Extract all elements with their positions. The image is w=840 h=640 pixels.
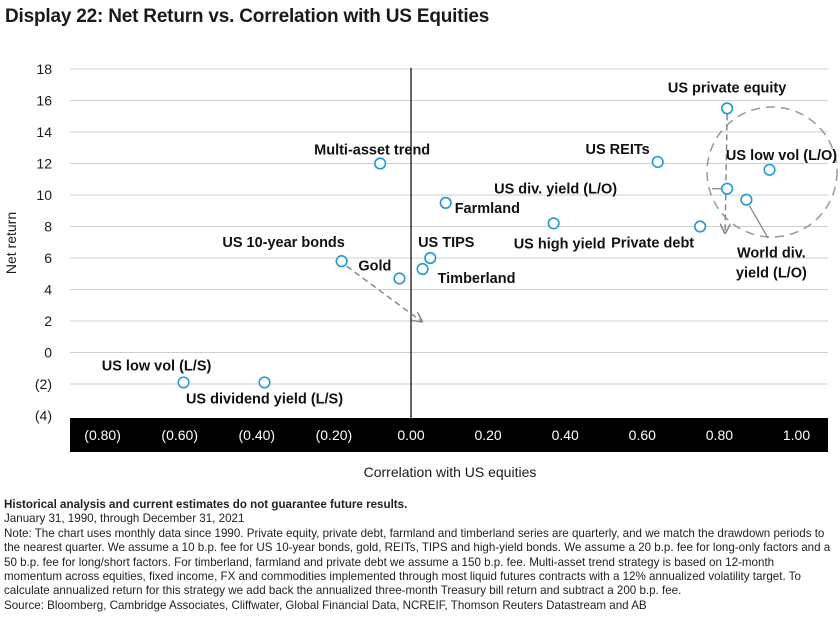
y-tick-label: 16 [36,93,52,109]
x-tick-label: (0.40) [239,427,276,443]
x-axis-label: Correlation with US equities [364,464,537,480]
point-label: Private debt [611,236,694,252]
point-label: Farmland [455,201,520,217]
date-range: January 31, 1990, through December 31, 2… [4,512,245,526]
x-tick-label: 0.40 [552,427,579,443]
x-tick-label: 0.20 [474,427,501,443]
point-label: US low vol (L/O) [726,148,837,164]
y-tick-label: (2) [35,376,52,392]
y-tick-label: 2 [44,313,52,329]
y-tick-label: 4 [44,282,52,298]
point-label: US TIPS [418,235,475,251]
data-point [439,196,452,209]
data-point [393,272,406,285]
x-tick-label: (0.20) [316,427,353,443]
x-tick-label: (0.80) [84,427,121,443]
footnotes: Historical analysis and current estimate… [4,498,832,613]
world-div-yield-leader [748,205,769,239]
point-label: US 10-year bonds [222,235,345,251]
point-label: US REITs [586,142,650,158]
y-tick-label: 14 [36,124,52,140]
y-tick-label: 8 [44,219,52,235]
data-point [547,217,560,230]
point-label: Gold [358,258,391,274]
point-label: US dividend yield (L/S) [186,391,343,407]
data-point [374,157,387,170]
data-point [694,220,707,233]
y-tick-label: 0 [44,345,52,361]
y-tick-label: 12 [36,156,52,172]
point-label: Multi-asset trend [314,143,430,159]
y-tick-label: 6 [44,250,52,266]
data-point [424,251,437,265]
methodology-note: Note: The chart uses monthly data since … [4,526,831,598]
y-axis-label: Net return [3,212,19,274]
data-point [416,262,429,276]
data-point [335,255,348,268]
data-point [740,193,753,206]
point-label: US private equity [668,80,786,96]
data-point [721,182,734,195]
x-tick-label: 1.00 [783,427,810,443]
x-tick-label: 0.00 [397,427,424,443]
x-tick-label: 0.60 [629,427,656,443]
bonds-arrow [346,265,421,321]
point-label: US high yield [514,236,606,252]
highlight-circle [706,106,838,238]
y-tick-label: (4) [35,408,52,424]
y-tick-label: 10 [36,187,52,203]
x-axis-band [70,418,828,452]
data-point [177,376,190,389]
x-tick-label: (0.60) [161,427,198,443]
y-tick-label: 18 [36,61,52,77]
point-label: US low vol (L/S) [102,358,212,374]
data-point [763,163,776,176]
data-point [721,102,734,115]
x-tick-label: 0.80 [706,427,733,443]
point-label: US div. yield (L/O) [494,182,617,198]
point-label: World div. yield (L/O) [736,246,807,282]
scatter-chart: (0.80) (0.60) (0.40) (0.20) 0.00 0.20 0.40 0.60… [3,61,838,480]
disclaimer: Historical analysis and current estimate… [4,498,408,511]
chart-title: Display 22: Net Return vs. Correlation w… [5,6,490,27]
source-note: Source: Bloomberg, Cambridge Associates,… [4,598,647,612]
data-point [651,155,664,169]
point-label: Timberland [438,271,516,287]
data-point [258,376,271,389]
